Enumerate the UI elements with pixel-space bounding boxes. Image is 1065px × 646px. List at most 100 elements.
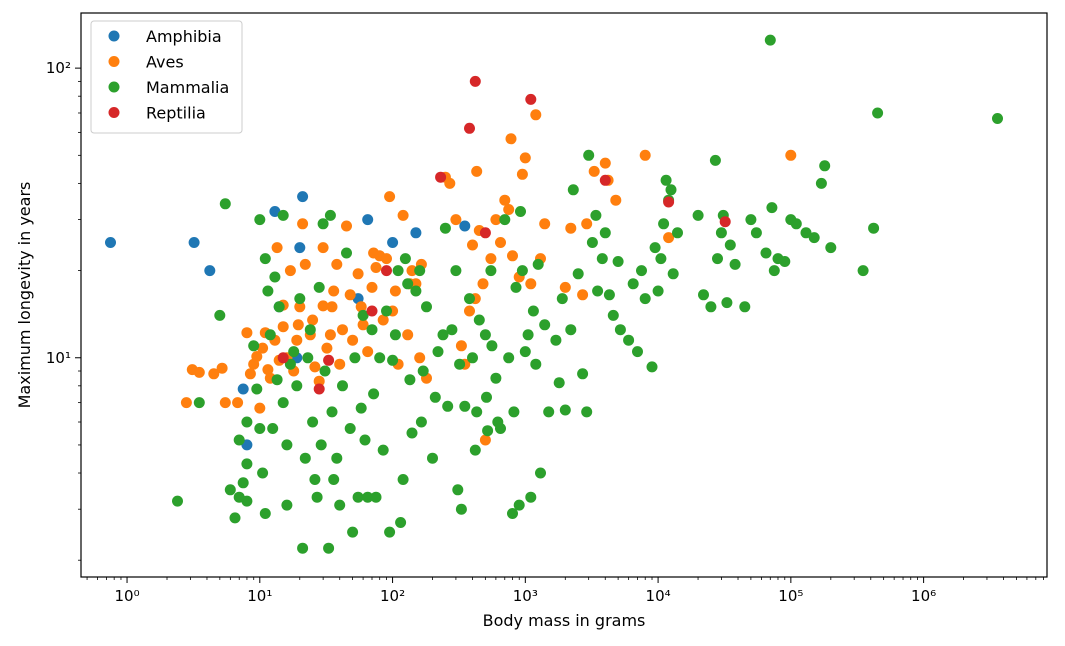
point-aves (530, 109, 542, 121)
point-aves (785, 149, 797, 161)
point-mammalia (219, 198, 231, 210)
point-aves (241, 327, 253, 339)
point-aves (639, 149, 651, 161)
point-mammalia (334, 499, 346, 511)
point-mammalia (224, 484, 236, 496)
point-mammalia (513, 499, 525, 511)
point-aves (362, 346, 374, 358)
point-aves (455, 340, 467, 352)
point-mammalia (172, 495, 183, 507)
point-mammalia (519, 346, 531, 358)
point-aves (479, 434, 491, 446)
point-mammalia (815, 177, 827, 189)
legend-marker (108, 107, 120, 118)
y-tick-label: 10¹ (46, 349, 71, 367)
point-mammalia (355, 402, 367, 414)
point-mammalia (317, 218, 329, 230)
point-aves (328, 285, 340, 297)
point-aves (588, 165, 600, 177)
point-aves (337, 324, 348, 336)
point-mammalia (281, 439, 293, 451)
point-mammalia (603, 289, 615, 301)
point-mammalia (583, 149, 595, 161)
axis-ticks: 10⁰ 10¹ 10² 10³ 10⁴ 10⁵ 10⁶ 10¹ 10² (46, 59, 1044, 605)
point-aves (297, 218, 309, 230)
point-aves (344, 289, 356, 301)
point-aves (381, 253, 392, 265)
point-mammalia (715, 227, 727, 239)
point-aves (352, 268, 364, 280)
point-mammalia (304, 324, 316, 336)
point-mammalia (377, 444, 389, 456)
point-mammalia (331, 452, 343, 464)
point-mammalia (825, 242, 837, 254)
point-reptilia (479, 227, 491, 239)
point-mammalia (596, 253, 608, 265)
legend-marker (108, 56, 120, 67)
point-mammalia (326, 406, 338, 418)
point-amphibia (204, 265, 216, 277)
point-amphibia (294, 242, 306, 254)
point-mammalia (319, 365, 331, 377)
point-mammalia (284, 358, 296, 370)
point-aves (334, 358, 346, 370)
point-mammalia (724, 239, 736, 251)
point-aves (307, 314, 319, 326)
point-aves (317, 300, 329, 312)
point-mammalia (450, 265, 462, 277)
point-aves (324, 329, 336, 341)
point-aves (663, 232, 675, 244)
point-mammalia (660, 174, 672, 186)
point-mammalia (539, 319, 551, 331)
point-mammalia (257, 467, 269, 479)
point-mammalia (437, 329, 449, 341)
point-mammalia (273, 301, 285, 313)
point-mammalia (442, 400, 454, 412)
point-mammalia (254, 423, 266, 434)
point-mammalia (229, 512, 241, 524)
point-mammalia (415, 416, 427, 428)
point-reptilia (469, 75, 481, 87)
point-aves (326, 301, 338, 313)
y-axis-label: Maximum longevity in years (15, 182, 34, 409)
point-mammalia (299, 452, 311, 464)
point-mammalia (790, 218, 802, 230)
point-mammalia (729, 258, 741, 270)
point-aves (516, 168, 528, 180)
point-mammalia (567, 184, 579, 196)
point-mammalia (392, 265, 404, 277)
legend-marker (108, 30, 120, 42)
point-mammalia (259, 253, 271, 265)
point-mammalia (499, 214, 511, 226)
point-mammalia (233, 434, 245, 446)
point-mammalia (627, 278, 639, 290)
point-aves (397, 209, 409, 221)
y-tick-label: 10² (46, 59, 71, 77)
point-aves (577, 289, 589, 301)
point-aves (321, 342, 333, 354)
point-aves (271, 242, 283, 254)
point-mammalia (271, 374, 283, 386)
point-mammalia (721, 297, 733, 309)
point-aves (464, 305, 475, 317)
point-mammalia (572, 268, 584, 280)
point-mammalia (311, 491, 323, 503)
point-mammalia (485, 265, 497, 277)
legend-label: Mammalia (146, 78, 229, 97)
point-mammalia (739, 301, 751, 313)
point-mammalia (399, 253, 411, 265)
point-mammalia (808, 232, 820, 244)
point-mammalia (324, 209, 336, 221)
point-mammalia (467, 352, 478, 364)
point-mammalia (508, 406, 520, 418)
point-mammalia (370, 491, 382, 503)
legend-marker (108, 81, 120, 93)
point-mammalia (341, 247, 352, 259)
point-mammalia (337, 380, 348, 392)
point-mammalia (581, 406, 593, 418)
point-aves (251, 351, 263, 362)
point-mammalia (281, 499, 293, 511)
point-mammalia (452, 484, 464, 496)
point-mammalia (417, 365, 429, 377)
